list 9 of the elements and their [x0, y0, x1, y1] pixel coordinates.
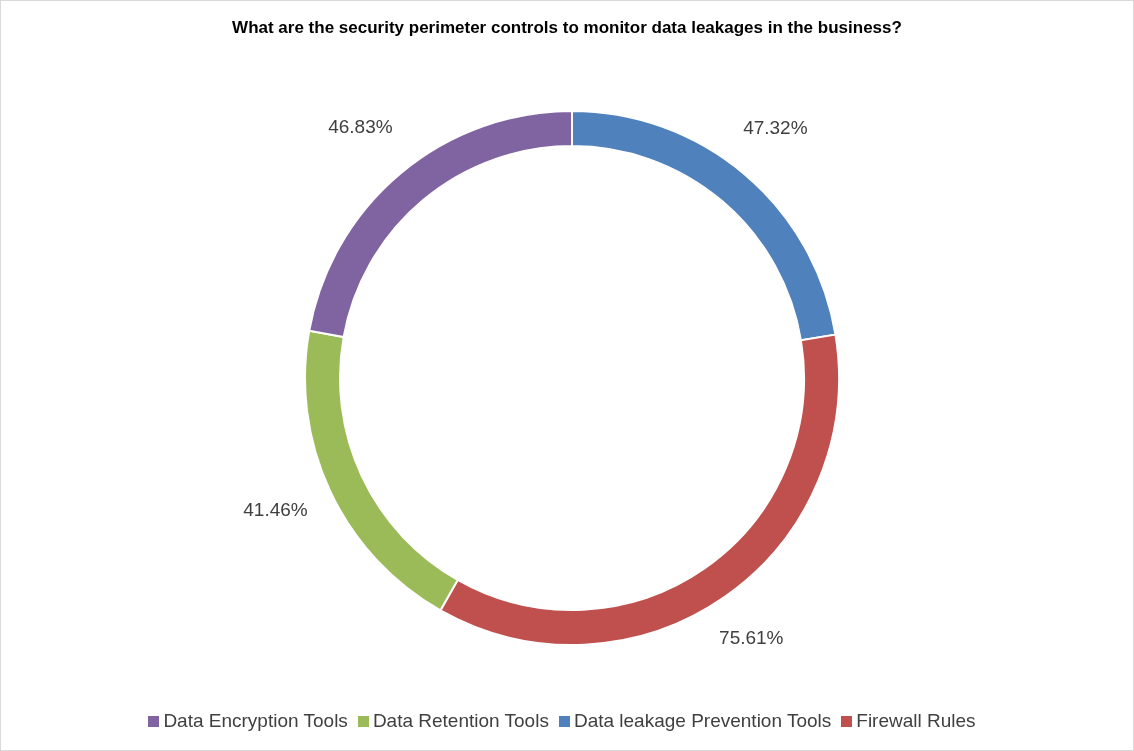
data-label: 41.46% [243, 499, 308, 521]
legend-label: Firewall Rules [856, 710, 976, 731]
chart-title: What are the security perimeter controls to monitor data leakages in the business? [231, 18, 903, 38]
legend-label: Data Retention Tools [372, 710, 549, 731]
data-label: 47.32% [743, 117, 808, 139]
data-label: 46.83% [328, 115, 393, 137]
legend-label: Data leakage Prevention Tools [573, 710, 832, 731]
data-label: 75.61% [719, 626, 784, 648]
legend-label: Data Encryption Tools [163, 710, 348, 731]
